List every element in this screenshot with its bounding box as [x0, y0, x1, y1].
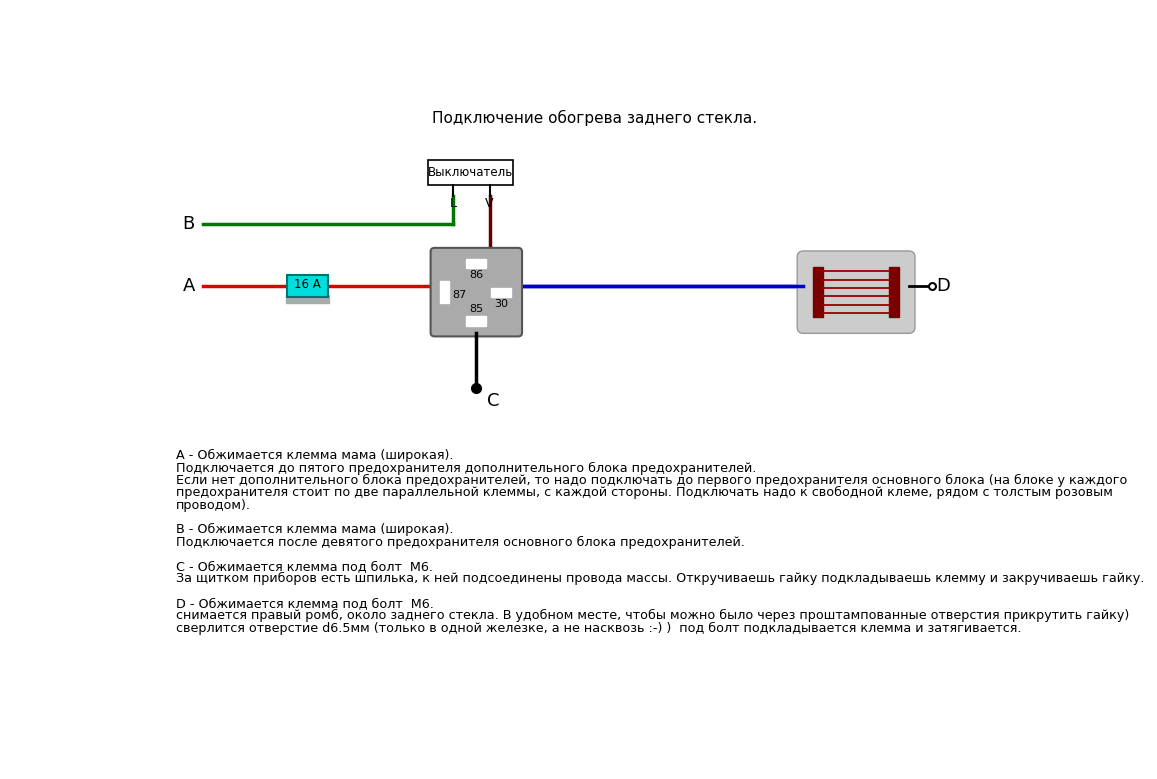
- Text: В - Обжимается клемма мама (широкая).: В - Обжимается клемма мама (широкая).: [176, 523, 454, 536]
- Text: A: A: [183, 277, 196, 295]
- Text: D - Обжимается клемма под болт  М6.: D - Обжимается клемма под болт М6.: [176, 597, 434, 610]
- Text: Выключатель: Выключатель: [427, 166, 513, 179]
- Text: С - Обжимается клемма под болт  М6.: С - Обжимается клемма под болт М6.: [176, 560, 433, 573]
- Text: V: V: [485, 196, 494, 210]
- FancyBboxPatch shape: [430, 248, 522, 337]
- Text: 86: 86: [470, 270, 484, 280]
- Bar: [466, 316, 486, 326]
- Text: B: B: [183, 215, 196, 234]
- Text: C: C: [487, 392, 500, 410]
- Text: Подключение обогрева заднего стекла.: Подключение обогрева заднего стекла.: [432, 110, 757, 126]
- Text: проводом).: проводом).: [176, 499, 251, 512]
- Text: Подключается до пятого предохранителя дополнительного блока предохранителей.: Подключается до пятого предохранителя до…: [176, 461, 756, 474]
- Bar: [466, 259, 486, 268]
- Text: предохранителя стоит по две параллельной клеммы, с каждой стороны. Подключать на: предохранителя стоит по две параллельной…: [176, 486, 1113, 499]
- Text: Если нет дополнительного блока предохранителей, то надо подключать до первого пр: Если нет дополнительного блока предохран…: [176, 474, 1127, 487]
- Text: 85: 85: [470, 304, 484, 314]
- Text: сверлится отверстие d6.5мм (только в одной железке, а не насквозь :-) )  под бол: сверлится отверстие d6.5мм (только в одн…: [176, 622, 1022, 635]
- Text: D: D: [937, 277, 951, 295]
- Bar: [890, 267, 899, 317]
- Text: Подключается после девятого предохранителя основного блока предохранителей.: Подключается после девятого предохраните…: [176, 535, 744, 548]
- Text: За щитком приборов есть шпилька, к ней подсоединены провода массы. Откручиваешь : За щитком приборов есть шпилька, к ней п…: [176, 573, 1144, 586]
- Bar: [440, 281, 449, 303]
- FancyBboxPatch shape: [797, 251, 915, 333]
- Text: 16 A: 16 A: [294, 278, 320, 291]
- Bar: [491, 287, 511, 297]
- FancyBboxPatch shape: [287, 275, 327, 297]
- Bar: [286, 295, 329, 303]
- Text: L: L: [450, 196, 457, 210]
- Text: 87: 87: [452, 291, 466, 300]
- Bar: [813, 267, 823, 317]
- Text: 30: 30: [494, 299, 508, 309]
- Text: А - Обжимается клемма мама (широкая).: А - Обжимается клемма мама (широкая).: [176, 449, 454, 462]
- FancyBboxPatch shape: [427, 160, 513, 185]
- Text: снимается правый ромб, около заднего стекла. В удобном месте, чтобы можно было ч: снимается правый ромб, около заднего сте…: [176, 609, 1129, 622]
